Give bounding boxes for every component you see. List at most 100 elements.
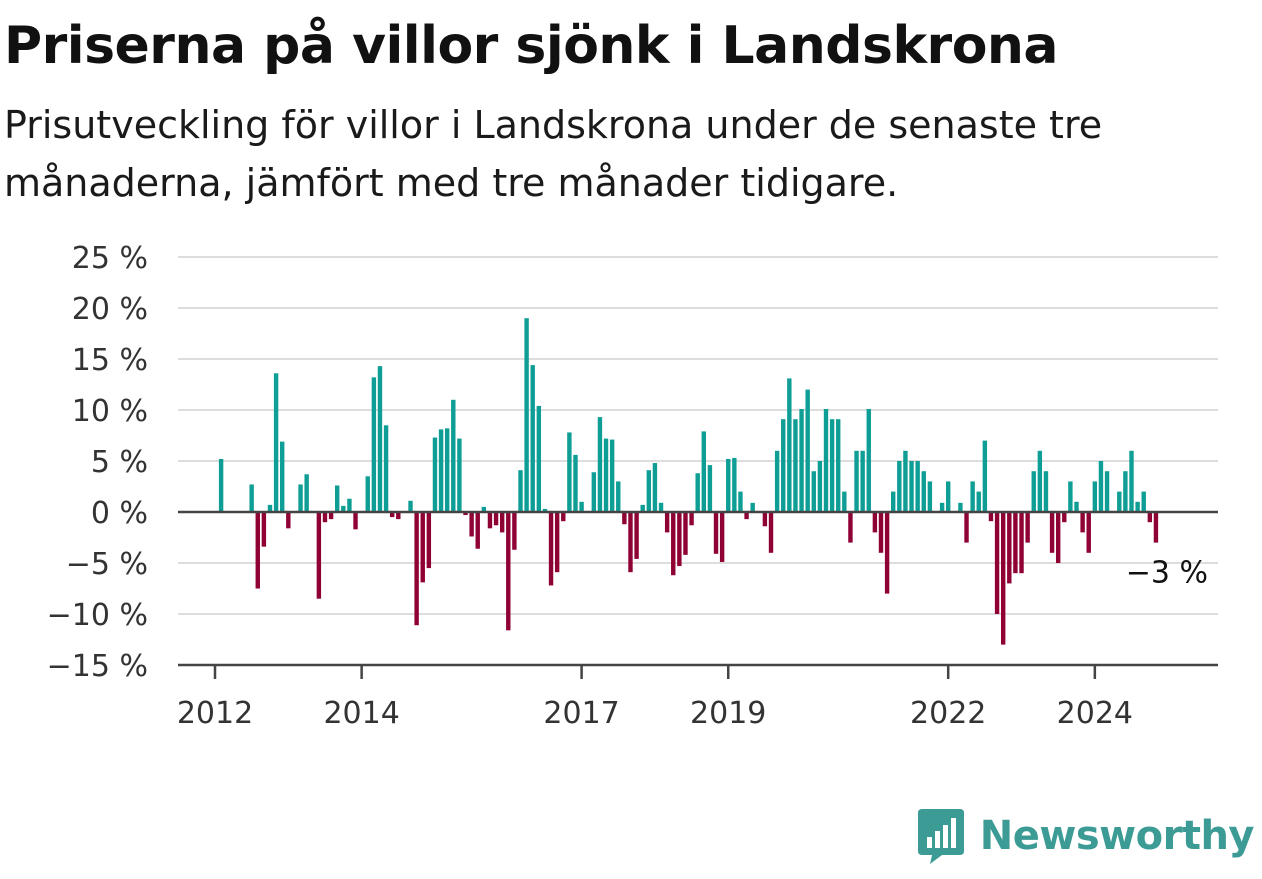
bar (811, 471, 816, 512)
bar (249, 484, 254, 512)
brand-name: Newsworthy (979, 813, 1255, 859)
bar (487, 512, 493, 529)
bar (664, 512, 670, 533)
bar (817, 461, 823, 512)
x-tick-label: 2014 (323, 696, 399, 731)
bar (1153, 512, 1159, 543)
bar (273, 373, 279, 512)
bar (878, 512, 884, 553)
bar (616, 481, 621, 512)
bar (371, 377, 377, 512)
y-tick-label: 0 % (91, 496, 148, 531)
bar (634, 512, 639, 559)
bar (506, 512, 511, 631)
bar (988, 512, 994, 522)
bar (713, 512, 719, 554)
bar (499, 512, 505, 533)
x-tick-label: 2012 (177, 696, 253, 731)
bar (891, 491, 896, 512)
bar (640, 504, 645, 512)
bar (836, 419, 841, 512)
bar-chart-icon (917, 809, 964, 864)
bar (671, 512, 676, 576)
bar (579, 501, 584, 512)
bar (451, 399, 456, 512)
bar (695, 473, 700, 512)
bar (994, 512, 1000, 614)
bar (341, 505, 346, 512)
bar (383, 425, 389, 512)
bar (921, 471, 926, 512)
bar (1129, 450, 1134, 512)
bar (707, 465, 713, 512)
bar (1074, 501, 1079, 512)
bar (848, 512, 853, 543)
bar (701, 431, 706, 512)
bar (1080, 512, 1085, 533)
bar (255, 512, 260, 589)
bar (646, 470, 652, 512)
bar (719, 512, 725, 562)
chart-title: Priserna på villor sjönk i Landskrona (4, 16, 1059, 76)
bar (964, 512, 969, 543)
bar (829, 419, 835, 512)
bar (597, 417, 603, 512)
bar (658, 502, 664, 512)
y-tick-label: 25 % (72, 241, 148, 276)
bar (286, 512, 291, 529)
bar (683, 512, 688, 555)
bar (1062, 512, 1067, 523)
bar (365, 476, 370, 512)
bar (603, 438, 609, 512)
bar (1000, 512, 1006, 645)
bar (823, 408, 829, 512)
bar (976, 491, 981, 512)
bar (1104, 471, 1110, 512)
bar (438, 429, 444, 512)
bar (377, 366, 383, 512)
bar (1092, 481, 1098, 512)
bar (408, 500, 413, 512)
bar (316, 512, 322, 599)
bar (591, 472, 597, 512)
bar (897, 461, 902, 512)
bar (444, 428, 450, 512)
bar (744, 512, 749, 520)
x-tick-label: 2022 (910, 696, 986, 731)
bar (561, 512, 566, 522)
newsworthy-logo: Newsworthy (916, 807, 1255, 865)
bar (799, 408, 804, 512)
bar (463, 512, 468, 516)
bar (353, 512, 358, 530)
bar (420, 512, 425, 583)
grid-lines (178, 256, 1218, 615)
bar (970, 481, 975, 512)
y-tick-label: −15 % (47, 649, 148, 684)
bar (524, 318, 529, 512)
bar (1049, 512, 1055, 553)
bar (280, 441, 285, 512)
bar (689, 512, 694, 526)
bar (726, 458, 731, 512)
bar (542, 508, 548, 512)
bar (652, 463, 658, 512)
bar (1117, 491, 1122, 512)
bar (1068, 481, 1073, 512)
bar (304, 474, 309, 512)
bar (628, 512, 633, 573)
y-tick-label: 10 % (72, 394, 148, 429)
bar (854, 450, 859, 512)
bar (298, 484, 303, 512)
x-tick-label: 2017 (543, 696, 619, 731)
bar (1147, 512, 1153, 523)
bar (768, 512, 774, 553)
bar (432, 437, 438, 512)
bar (884, 512, 890, 594)
bar (762, 512, 768, 527)
bar (1019, 512, 1024, 574)
bar (1123, 471, 1128, 512)
axes (178, 510, 1218, 667)
bar (781, 419, 786, 512)
bar (414, 512, 419, 626)
